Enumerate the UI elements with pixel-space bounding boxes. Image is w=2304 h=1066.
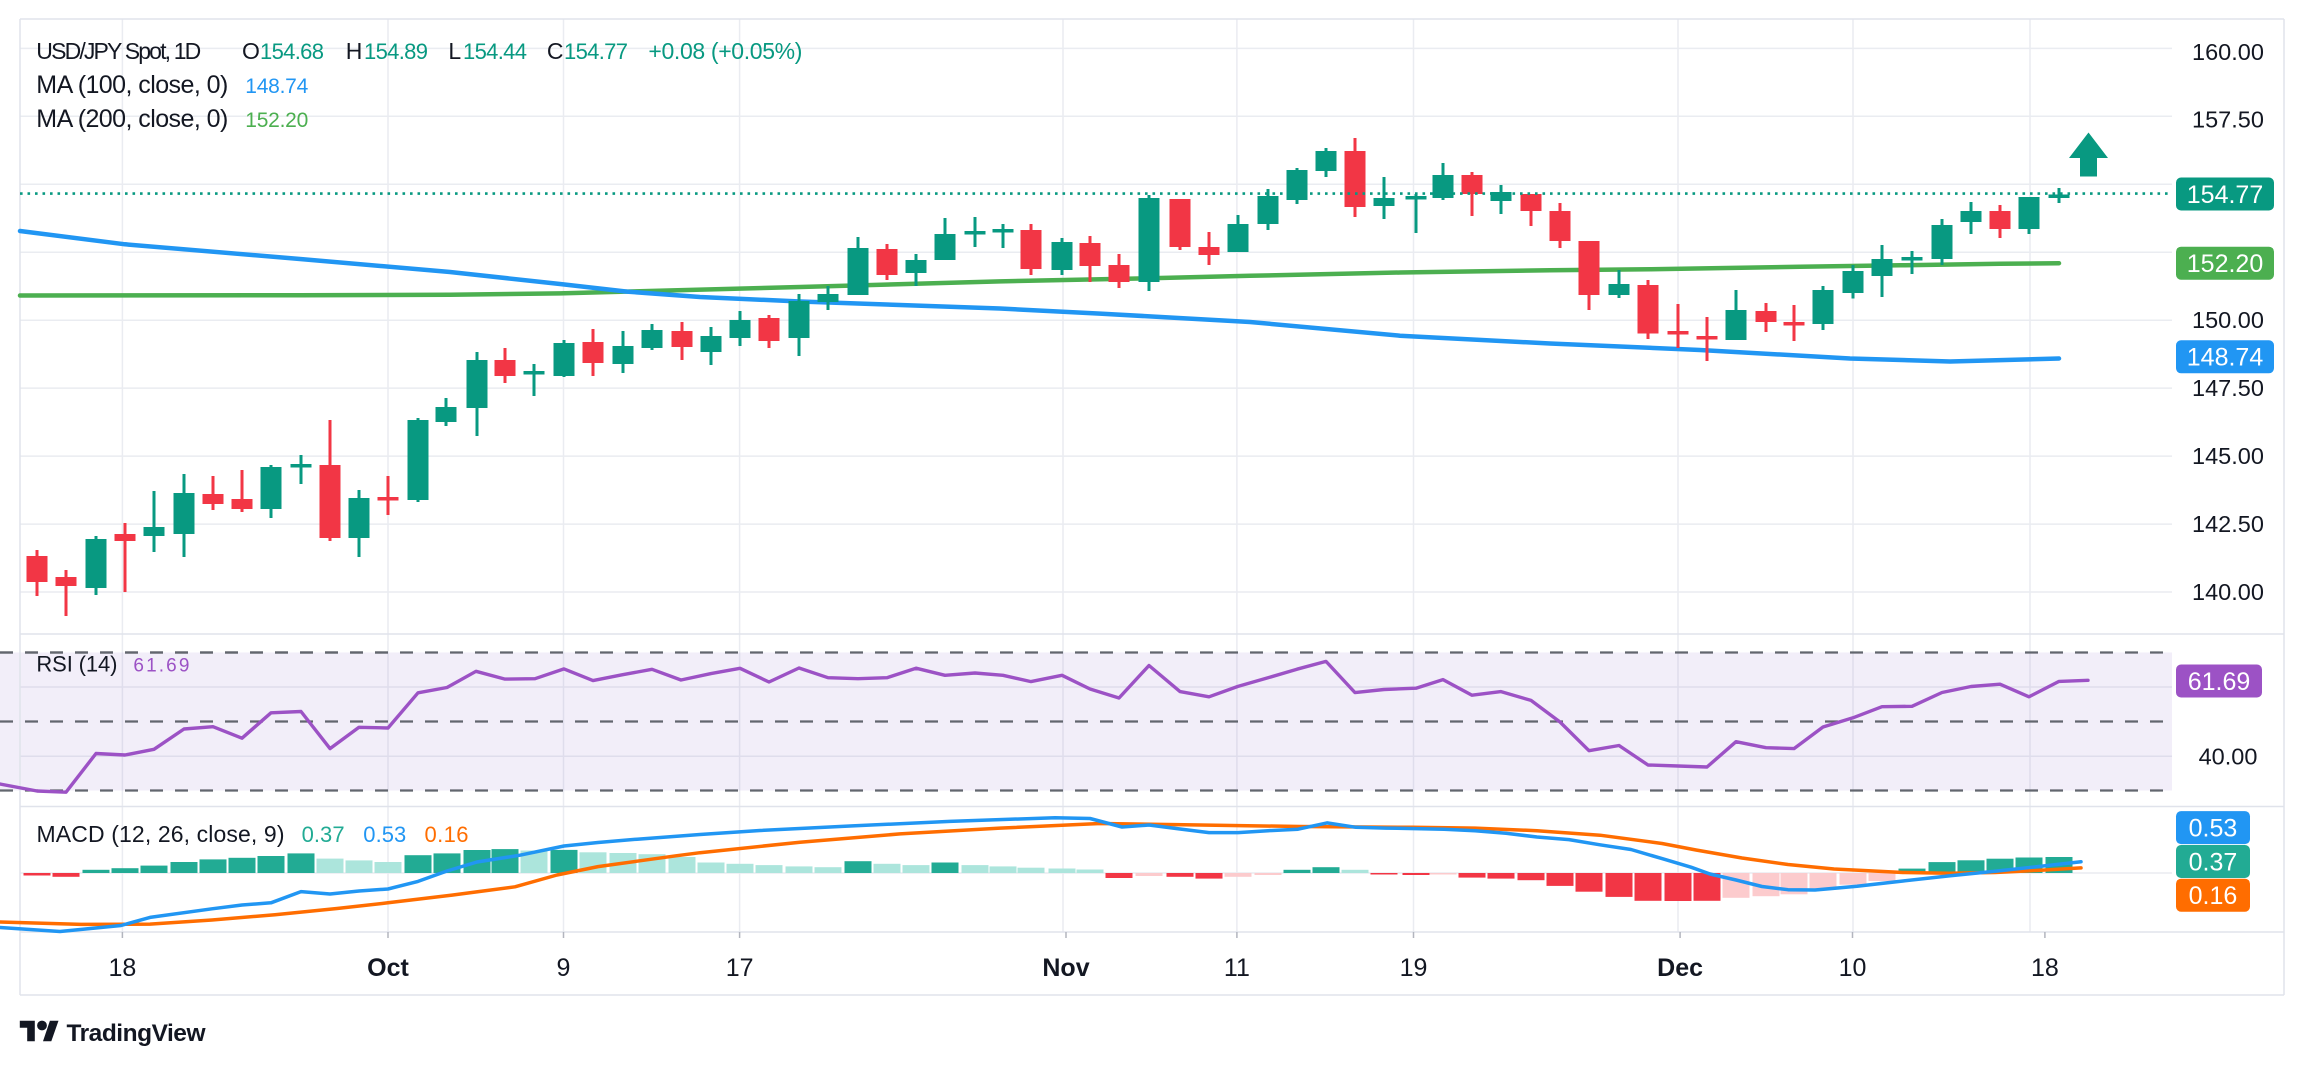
svg-text:USD/JPY Spot, 1D: USD/JPY Spot, 1D	[36, 38, 201, 64]
svg-text:157.50: 157.50	[2192, 107, 2264, 133]
svg-text:0.53: 0.53	[2189, 814, 2238, 842]
svg-text:152.20: 152.20	[2187, 250, 2263, 278]
svg-text:0.16: 0.16	[2189, 882, 2238, 910]
svg-text:10: 10	[1839, 954, 1867, 982]
svg-text:RSI (14): RSI (14)	[36, 652, 117, 677]
svg-text:O: O	[242, 38, 260, 64]
svg-text:154.68: 154.68	[260, 39, 324, 64]
svg-text:C: C	[547, 38, 564, 64]
svg-text:TradingView: TradingView	[67, 1020, 207, 1047]
svg-text:148.74: 148.74	[245, 75, 308, 98]
svg-text:11: 11	[1224, 954, 1250, 982]
svg-text:MACD (12, 26, close, 9): MACD (12, 26, close, 9)	[37, 821, 285, 847]
svg-text:MA (100, close, 0): MA (100, close, 0)	[36, 71, 228, 99]
svg-text:145.00: 145.00	[2192, 443, 2264, 469]
svg-text:0.53: 0.53	[363, 822, 406, 847]
svg-text:Oct: Oct	[367, 954, 409, 982]
svg-text:+0.08 (+0.05%): +0.08 (+0.05%)	[648, 38, 802, 64]
svg-text:140.00: 140.00	[2192, 579, 2264, 605]
svg-text:0.37: 0.37	[2189, 848, 2238, 876]
svg-text:152.20: 152.20	[245, 109, 308, 132]
svg-text:160.00: 160.00	[2192, 39, 2264, 65]
svg-text:19: 19	[1400, 954, 1428, 982]
svg-text:L: L	[448, 38, 461, 64]
svg-text:154.77: 154.77	[564, 39, 628, 64]
svg-text:H: H	[346, 38, 363, 64]
svg-text:0.16: 0.16	[425, 822, 469, 847]
svg-text:17: 17	[726, 954, 754, 982]
svg-text:18: 18	[108, 954, 136, 982]
svg-text:148.74: 148.74	[2187, 344, 2264, 372]
svg-text:61.69: 61.69	[2188, 668, 2251, 696]
svg-text:61.69: 61.69	[133, 656, 189, 677]
svg-text:0.37: 0.37	[302, 822, 345, 847]
svg-text:40.00: 40.00	[2199, 743, 2258, 769]
svg-text:Nov: Nov	[1042, 954, 1089, 982]
svg-text:154.44: 154.44	[463, 39, 527, 64]
svg-text:154.77: 154.77	[2187, 181, 2263, 209]
svg-text:MA (200, close, 0): MA (200, close, 0)	[36, 105, 228, 133]
svg-text:142.50: 142.50	[2192, 511, 2264, 537]
svg-text:150.00: 150.00	[2192, 307, 2264, 333]
svg-text:147.50: 147.50	[2192, 375, 2264, 401]
svg-text:154.89: 154.89	[364, 39, 428, 64]
svg-text:Dec: Dec	[1657, 954, 1703, 982]
svg-text:9: 9	[557, 954, 571, 982]
svg-text:18: 18	[2031, 954, 2059, 982]
